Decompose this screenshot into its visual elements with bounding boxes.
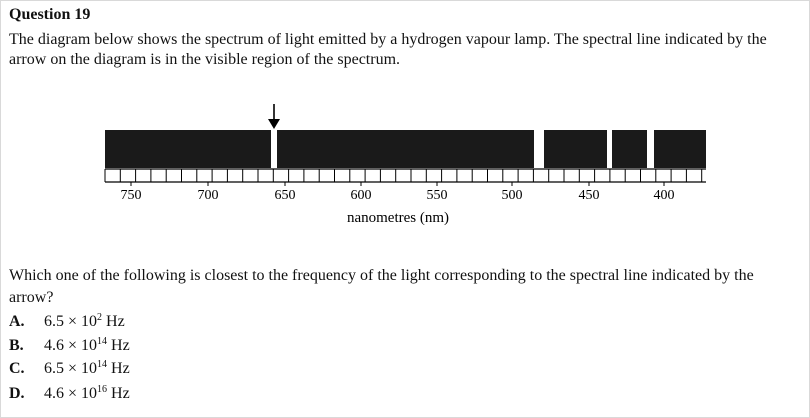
spectrum-band: [544, 130, 607, 168]
tick-label: 600: [351, 188, 372, 203]
tick-label: 400: [654, 188, 675, 203]
question-prompt: Which one of the following is closest to…: [9, 267, 754, 306]
option-text: 6.5 × 1014 Hz: [44, 359, 130, 378]
spectrum-band: [277, 130, 534, 168]
question-intro: The diagram below shows the spectrum of …: [9, 31, 767, 68]
spectrum-band: [105, 130, 271, 168]
tick-label: 550: [427, 188, 448, 203]
option-letter: A.: [9, 313, 25, 330]
option-text: 4.6 × 1014 Hz: [44, 336, 130, 355]
option-letter: C.: [9, 360, 25, 377]
question-title: Question 19: [9, 6, 91, 23]
spectrum-diagram: 750 700 650 600 550 500 450 400 nanometr…: [104, 104, 706, 226]
tick-label: 500: [502, 188, 523, 203]
option-letter: D.: [9, 385, 25, 402]
tick-label: 750: [121, 188, 142, 203]
spectrum-bands: [105, 130, 706, 168]
tick-label: 450: [579, 188, 600, 203]
option-letter: B.: [9, 337, 24, 354]
option-text: 6.5 × 102 Hz: [44, 312, 125, 331]
tick-label: 650: [275, 188, 296, 203]
arrow: [268, 104, 280, 129]
spectrum-band: [612, 130, 647, 168]
spectrum-band: [654, 130, 706, 168]
axis-label: nanometres (nm): [347, 210, 449, 226]
tick-label: 700: [198, 188, 219, 203]
option-text: 4.6 × 1016 Hz: [44, 384, 130, 403]
tick-labels: 750 700 650 600 550 500 450 400: [121, 188, 675, 203]
scale-ruler: [104, 168, 706, 186]
